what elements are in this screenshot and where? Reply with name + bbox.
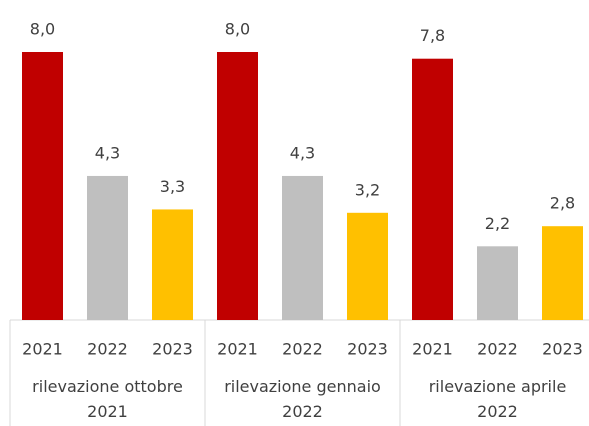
bar [347,212,388,320]
data-label: 8,0 [30,20,55,39]
bar [477,246,518,320]
group-label: rilevazione aprile 2022 [428,377,567,421]
data-label: 4,3 [95,143,120,162]
x-tick-label: 2021 [22,340,63,359]
group-label: rilevazione ottobre 2021 [32,377,183,421]
data-label: 3,3 [160,177,185,196]
data-label: 2,2 [485,214,510,233]
bar [22,52,63,320]
bar [152,209,193,320]
data-label: 8,0 [225,20,250,39]
data-label: 7,8 [420,26,445,45]
bar [87,175,128,320]
x-tick-label: 2023 [347,340,388,359]
x-tick-label: 2021 [412,340,453,359]
x-tick-label: 2023 [152,340,193,359]
x-tick-label: 2022 [87,340,128,359]
bar [282,175,323,320]
x-tick-label: 2022 [282,340,323,359]
bar [542,226,583,320]
data-label: 4,3 [290,143,315,162]
bar [412,58,453,320]
x-tick-label: 2021 [217,340,258,359]
x-tick-label: 2023 [542,340,583,359]
group-label: rilevazione gennaio 2022 [224,377,381,421]
data-label: 2,8 [550,194,575,213]
x-tick-label: 2022 [477,340,518,359]
data-label: 3,2 [355,180,380,199]
bar [217,52,258,320]
